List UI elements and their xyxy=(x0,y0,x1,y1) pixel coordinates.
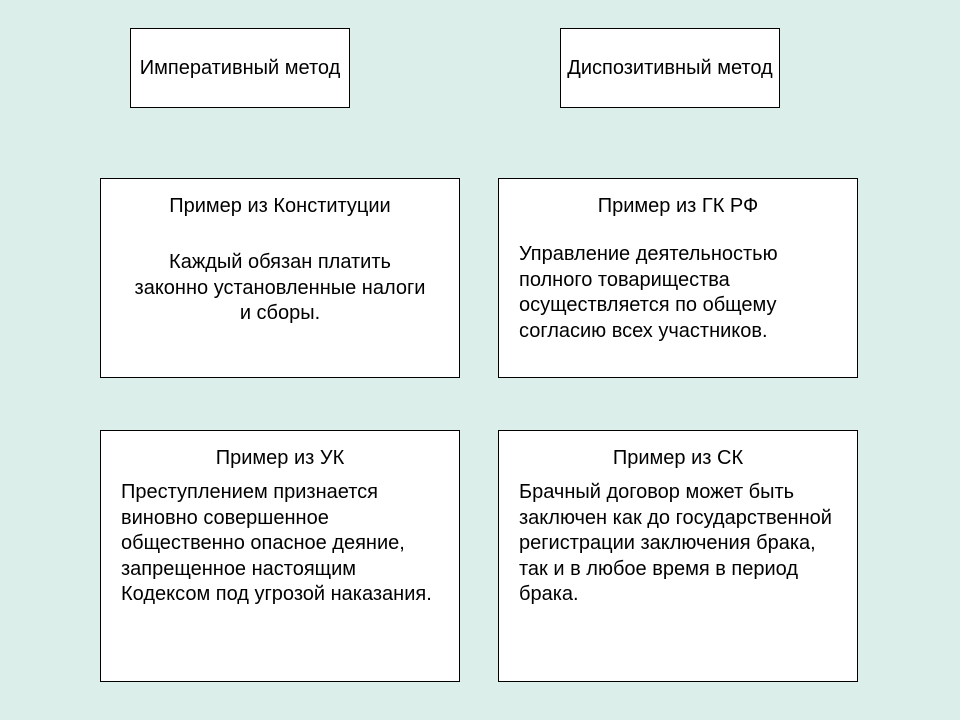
example-box-top-right: Пример из ГК РФ Управление деятельностью… xyxy=(498,178,858,378)
header-left-text: Императивный метод xyxy=(140,55,341,81)
example-box-top-left: Пример из Конституции Каждый обязан плат… xyxy=(100,178,460,378)
header-right: Диспозитивный метод xyxy=(560,28,780,108)
header-left: Императивный метод xyxy=(130,28,350,108)
header-right-text: Диспозитивный метод xyxy=(567,55,772,81)
example-title: Пример из ГК РФ xyxy=(519,195,837,218)
example-title: Пример из СК xyxy=(519,447,837,470)
example-box-bottom-right: Пример из СК Брачный договор может быть … xyxy=(498,430,858,682)
example-box-bottom-left: Пример из УК Преступлением признается ви… xyxy=(100,430,460,682)
example-body: Управление деятельностью полного товарищ… xyxy=(519,242,837,344)
example-body: Преступлением признается виновно соверше… xyxy=(121,480,439,608)
example-title: Пример из УК xyxy=(121,447,439,470)
example-body: Брачный договор может быть заключен как … xyxy=(519,480,837,608)
example-body: Каждый обязан платить законно установлен… xyxy=(121,250,439,327)
example-title: Пример из Конституции xyxy=(121,195,439,218)
